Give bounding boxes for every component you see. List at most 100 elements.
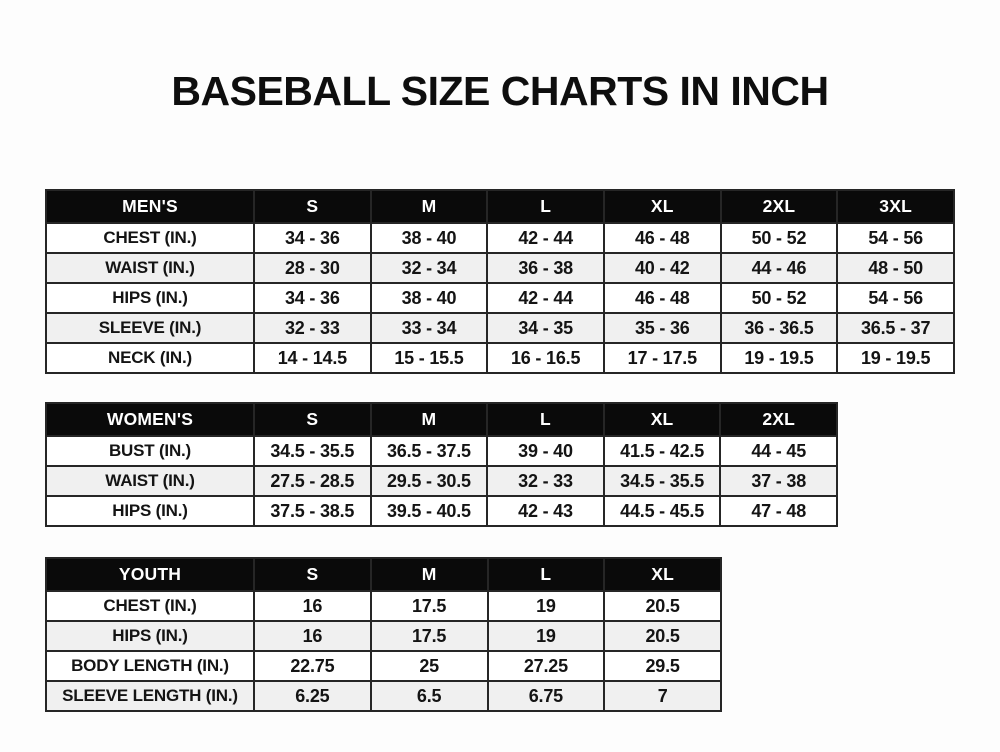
size-value-cell: 40 - 42 (602, 252, 722, 284)
size-value-cell: 32 - 33 (253, 312, 372, 344)
size-value-cell: 19 (486, 620, 606, 652)
size-value-cell: 29.5 (603, 650, 722, 682)
measurement-label-cell: CHEST (IN.) (45, 222, 255, 254)
size-header-cell: 2XL (719, 189, 839, 224)
page-title: BASEBALL SIZE CHARTS IN INCH (171, 68, 829, 114)
size-value-cell: 34 - 36 (253, 222, 372, 254)
youth-size-table: YOUTH S M L XL CHEST (IN.) 16 17.5 19 20.5 HIPS (I… (45, 557, 722, 712)
measurement-label-cell: SLEEVE (IN.) (45, 312, 255, 344)
size-value-cell: 27.5 - 28.5 (253, 465, 372, 497)
size-value-cell: 38 - 40 (369, 222, 489, 254)
size-value-cell: 37 - 38 (719, 465, 838, 497)
header-row: MEN'S S M L XL 2XL 3XL (45, 189, 955, 224)
size-value-cell: 42 - 44 (486, 282, 605, 314)
size-value-cell: 32 - 33 (486, 465, 605, 497)
size-value-cell: 47 - 48 (719, 495, 838, 527)
size-value-cell: 17.5 (369, 620, 489, 652)
size-value-cell: 37.5 - 38.5 (253, 495, 372, 527)
size-value-cell: 28 - 30 (253, 252, 372, 284)
size-value-cell: 44 - 46 (719, 252, 839, 284)
size-value-cell: 50 - 52 (719, 222, 839, 254)
size-header-cell: XL (602, 189, 722, 224)
size-value-cell: 32 - 34 (369, 252, 489, 284)
size-value-cell: 36.5 - 37 (836, 312, 955, 344)
measurement-label-cell: NECK (IN.) (45, 342, 255, 374)
size-header-cell: 2XL (719, 402, 838, 437)
mens-size-table: MEN'S S M L XL 2XL 3XL CHEST (IN.) 34 - 36 38 - 4… (45, 189, 955, 374)
size-value-cell: 36.5 - 37.5 (369, 435, 489, 467)
size-value-cell: 34.5 - 35.5 (602, 465, 722, 497)
size-value-cell: 20.5 (603, 590, 722, 622)
measurement-label-cell: BUST (IN.) (45, 435, 255, 467)
size-value-cell: 20.5 (603, 620, 722, 652)
size-value-cell: 34 - 36 (253, 282, 372, 314)
size-value-cell: 17 - 17.5 (602, 342, 722, 374)
size-header-cell: L (486, 402, 605, 437)
size-value-cell: 46 - 48 (602, 222, 722, 254)
size-value-cell: 50 - 52 (719, 282, 839, 314)
table-row: NECK (IN.) 14 - 14.5 15 - 15.5 16 - 16.5 17 … (45, 342, 955, 374)
group-title-cell: WOMEN'S (45, 402, 255, 437)
womens-size-table: WOMEN'S S M L XL 2XL BUST (IN.) 34.5 - 35.5 36.5… (45, 402, 838, 527)
table-row: SLEEVE (IN.) 32 - 33 33 - 34 34 - 35 35 - 36… (45, 312, 955, 344)
table-row: HIPS (IN.) 37.5 - 38.5 39.5 - 40.5 42 - 43 4… (45, 495, 838, 527)
size-header-cell: S (253, 189, 372, 224)
size-value-cell: 6.25 (253, 680, 372, 712)
size-value-cell: 16 (253, 590, 372, 622)
table-row: BUST (IN.) 34.5 - 35.5 36.5 - 37.5 39 - 40 4… (45, 435, 838, 467)
size-header-cell: XL (602, 402, 722, 437)
size-value-cell: 6.5 (369, 680, 489, 712)
size-value-cell: 38 - 40 (369, 282, 489, 314)
measurement-label-cell: HIPS (IN.) (45, 495, 255, 527)
size-value-cell: 35 - 36 (602, 312, 722, 344)
group-title-cell: YOUTH (45, 557, 255, 592)
measurement-label-cell: WAIST (IN.) (45, 252, 255, 284)
size-value-cell: 39.5 - 40.5 (369, 495, 489, 527)
size-value-cell: 42 - 43 (486, 495, 605, 527)
size-value-cell: 16 - 16.5 (486, 342, 605, 374)
measurement-label-cell: BODY LENGTH (IN.) (45, 650, 255, 682)
size-value-cell: 19 - 19.5 (719, 342, 839, 374)
size-header-cell: L (486, 557, 606, 592)
size-value-cell: 29.5 - 30.5 (369, 465, 489, 497)
size-header-cell: XL (603, 557, 722, 592)
size-value-cell: 44 - 45 (719, 435, 838, 467)
size-header-cell: S (253, 557, 372, 592)
size-value-cell: 39 - 40 (486, 435, 605, 467)
size-value-cell: 6.75 (486, 680, 606, 712)
size-value-cell: 19 - 19.5 (836, 342, 955, 374)
size-value-cell: 22.75 (253, 650, 372, 682)
size-value-cell: 34 - 35 (486, 312, 605, 344)
group-title-cell: MEN'S (45, 189, 255, 224)
size-value-cell: 14 - 14.5 (253, 342, 372, 374)
size-value-cell: 7 (603, 680, 722, 712)
size-value-cell: 36 - 38 (486, 252, 605, 284)
size-value-cell: 54 - 56 (836, 222, 955, 254)
size-value-cell: 36 - 36.5 (719, 312, 839, 344)
table-row: WAIST (IN.) 27.5 - 28.5 29.5 - 30.5 32 - 33… (45, 465, 838, 497)
size-header-cell: 3XL (836, 189, 955, 224)
table-row: CHEST (IN.) 34 - 36 38 - 40 42 - 44 46 - 48 5… (45, 222, 955, 254)
size-header-cell: M (369, 189, 489, 224)
size-value-cell: 46 - 48 (602, 282, 722, 314)
measurement-label-cell: WAIST (IN.) (45, 465, 255, 497)
table-row: HIPS (IN.) 34 - 36 38 - 40 42 - 44 46 - 48 50… (45, 282, 955, 314)
table-row: BODY LENGTH (IN.) 22.75 25 27.25 29.5 (45, 650, 722, 682)
size-value-cell: 44.5 - 45.5 (602, 495, 722, 527)
size-header-cell: M (369, 402, 489, 437)
table-row: CHEST (IN.) 16 17.5 19 20.5 (45, 590, 722, 622)
size-value-cell: 54 - 56 (836, 282, 955, 314)
table-row: SLEEVE LENGTH (IN.) 6.25 6.5 6.75 7 (45, 680, 722, 712)
size-value-cell: 27.25 (486, 650, 606, 682)
size-value-cell: 17.5 (369, 590, 489, 622)
size-header-cell: S (253, 402, 372, 437)
size-chart-page: BASEBALL SIZE CHARTS IN INCH MEN'S S M L XL 2… (0, 68, 1000, 752)
header-row: WOMEN'S S M L XL 2XL (45, 402, 838, 437)
size-value-cell: 48 - 50 (836, 252, 955, 284)
measurement-label-cell: HIPS (IN.) (45, 620, 255, 652)
size-value-cell: 41.5 - 42.5 (602, 435, 722, 467)
size-value-cell: 16 (253, 620, 372, 652)
size-value-cell: 42 - 44 (486, 222, 605, 254)
size-value-cell: 34.5 - 35.5 (253, 435, 372, 467)
header-row: YOUTH S M L XL (45, 557, 722, 592)
